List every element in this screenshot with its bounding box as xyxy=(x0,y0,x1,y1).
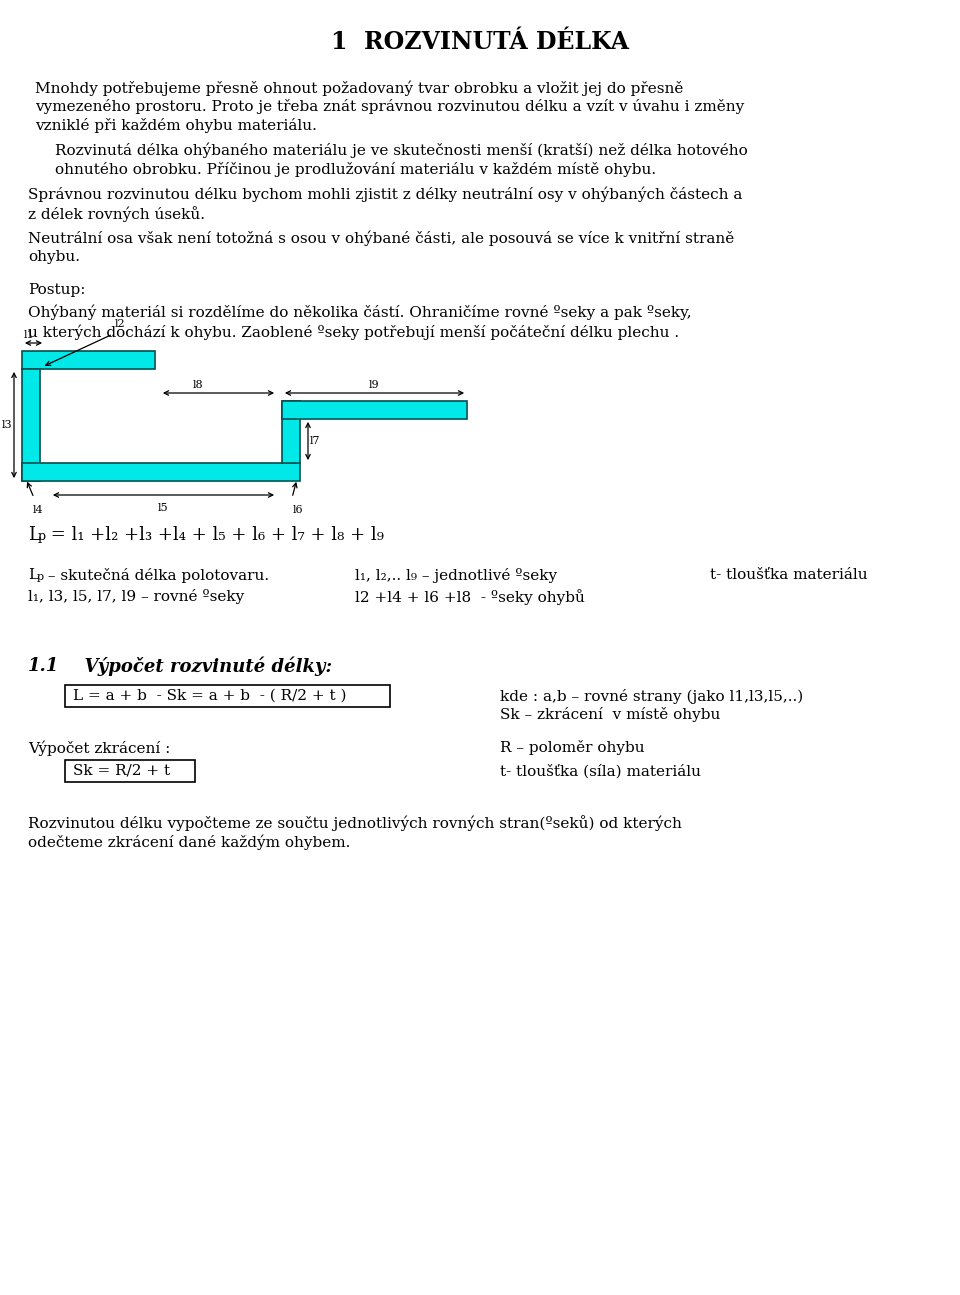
Text: p: p xyxy=(38,530,46,543)
Text: Sk = R/2 + t: Sk = R/2 + t xyxy=(73,764,170,778)
Text: Správnou rozvinutou délku bychom mohli zjistit z délky neutrální osy v ohýbaných: Správnou rozvinutou délku bychom mohli z… xyxy=(28,186,742,202)
Text: 1  ROZVINUTÁ DÉLKA: 1 ROZVINUTÁ DÉLKA xyxy=(331,30,629,54)
Text: l8: l8 xyxy=(193,379,204,390)
Text: z délek rovných úseků.: z délek rovných úseků. xyxy=(28,206,205,221)
Text: Postup:: Postup: xyxy=(28,284,85,297)
Text: L: L xyxy=(28,526,40,544)
Text: Neutrální osa však není totožná s osou v ohýbané části, ale posouvá se více k vn: Neutrální osa však není totožná s osou v… xyxy=(28,231,734,246)
Text: vymezeného prostoru. Proto je třeba znát správnou rozvinutou délku a vzít v úvah: vymezeného prostoru. Proto je třeba znát… xyxy=(35,98,744,114)
Text: = l₁ +l₂ +l₃ +l₄ + l₅ + l₆ + l₇ + l₈ + l₉: = l₁ +l₂ +l₃ +l₄ + l₅ + l₆ + l₇ + l₈ + l… xyxy=(45,526,384,544)
Text: ohnutého obrobku. Příčinou je prodlužování materiálu v každém místě ohybu.: ohnutého obrobku. Příčinou je prodlužová… xyxy=(55,162,656,177)
Text: t- tloušťka (síla) materiálu: t- tloušťka (síla) materiálu xyxy=(500,764,701,778)
Text: u kterých dochází k ohybu. Zaoblené ºseky potřebují menší počáteční délku plechu: u kterých dochází k ohybu. Zaoblené ºsek… xyxy=(28,324,679,339)
Polygon shape xyxy=(282,401,467,420)
Text: kde : a,b – rovné strany (jako l1,l3,l5,..): kde : a,b – rovné strany (jako l1,l3,l5,… xyxy=(500,689,804,704)
Text: Výpočet zkrácení :: Výpočet zkrácení : xyxy=(28,739,170,755)
Polygon shape xyxy=(282,401,300,464)
Polygon shape xyxy=(22,369,40,480)
Text: Ohýbaný materiál si rozdělíme do několika částí. Ohraničíme rovné ºseky a pak ºs: Ohýbaný materiál si rozdělíme do několik… xyxy=(28,306,691,320)
Text: L = a + b  - Sk = a + b  - ( R/2 + t ): L = a + b - Sk = a + b - ( R/2 + t ) xyxy=(73,689,347,703)
Text: l2 +l4 + l6 +l8  - ºseky ohybů: l2 +l4 + l6 +l8 - ºseky ohybů xyxy=(355,589,585,605)
Text: t- tloušťka materiálu: t- tloušťka materiálu xyxy=(710,569,868,581)
Text: – skutečná délka polotovaru.: – skutečná délka polotovaru. xyxy=(43,569,269,583)
Polygon shape xyxy=(22,351,155,369)
Text: Sk – zkrácení  v místě ohybu: Sk – zkrácení v místě ohybu xyxy=(500,707,720,723)
Polygon shape xyxy=(22,464,300,480)
Bar xyxy=(65,760,195,782)
Text: Rozvinutá délka ohýbaného materiálu je ve skutečnosti menší (kratší) než délka h: Rozvinutá délka ohýbaného materiálu je v… xyxy=(55,142,748,158)
Text: l6: l6 xyxy=(293,505,303,515)
Text: l1: l1 xyxy=(24,330,35,341)
Text: l7: l7 xyxy=(310,436,321,445)
Text: p: p xyxy=(37,572,44,581)
Text: Rozvinutou délku vypočteme ze součtu jednotlivých rovných stran(ºseků) od kterýc: Rozvinutou délku vypočteme ze součtu jed… xyxy=(28,815,682,831)
Text: l₁, l₂,.. l₉ – jednotlivé ºseky: l₁, l₂,.. l₉ – jednotlivé ºseky xyxy=(355,569,557,583)
Text: l₁, l3, l5, l7, l9 – rovné ºseky: l₁, l3, l5, l7, l9 – rovné ºseky xyxy=(28,589,244,603)
Bar xyxy=(65,685,390,707)
Text: l3: l3 xyxy=(1,420,12,430)
Text: l4: l4 xyxy=(33,505,43,515)
Text: l5: l5 xyxy=(158,502,169,513)
Text: Mnohdy potřebujeme přesně ohnout požadovaný tvar obrobku a vložit jej do přesně: Mnohdy potřebujeme přesně ohnout požadov… xyxy=(35,80,684,96)
Text: L: L xyxy=(28,569,38,581)
Text: odečteme zkrácení dané každým ohybem.: odečteme zkrácení dané každým ohybem. xyxy=(28,834,350,850)
Text: l2: l2 xyxy=(115,319,126,329)
Text: Výpočet rozvinuté délky:: Výpočet rozvinuté délky: xyxy=(72,657,332,676)
Text: R – poloměr ohybu: R – poloměr ohybu xyxy=(500,739,644,755)
Text: ohybu.: ohybu. xyxy=(28,250,80,264)
Text: l9: l9 xyxy=(370,379,380,390)
Text: 1.1: 1.1 xyxy=(28,657,60,675)
Text: vzniklé při každém ohybu materiálu.: vzniklé při každém ohybu materiálu. xyxy=(35,118,317,133)
